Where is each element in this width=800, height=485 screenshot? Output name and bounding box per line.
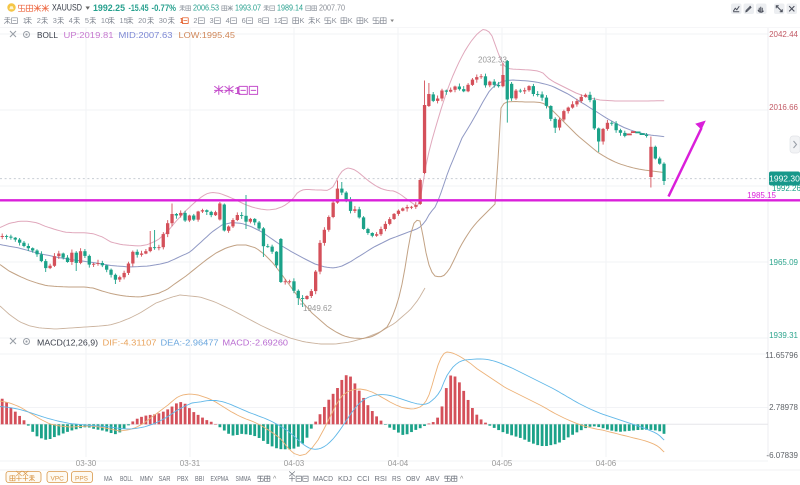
svg-text:^: ^: [273, 476, 277, 483]
svg-text:20: 20: [138, 16, 146, 25]
svg-text:2032.33: 2032.33: [478, 56, 507, 65]
svg-text:PBX: PBX: [177, 474, 189, 483]
svg-text:SMMA: SMMA: [236, 474, 252, 483]
svg-text:VPC: VPC: [51, 476, 65, 483]
svg-text:1: 1: [235, 85, 241, 97]
svg-text:3: 3: [210, 16, 214, 25]
svg-text:2.78978: 2.78978: [769, 403, 798, 412]
svg-text:K: K: [364, 16, 369, 25]
svg-text:1965.09: 1965.09: [769, 258, 798, 267]
svg-text:EXPMA: EXPMA: [211, 474, 229, 483]
svg-text:K: K: [332, 16, 337, 25]
svg-text:03-30: 03-30: [76, 459, 97, 468]
svg-text:-15.45: -15.45: [129, 3, 149, 13]
svg-text:MMV: MMV: [140, 474, 153, 483]
svg-text:12: 12: [274, 16, 282, 25]
svg-text:RSI: RSI: [375, 474, 388, 483]
svg-text:-0.77%: -0.77%: [152, 3, 177, 13]
svg-text:2006.53: 2006.53: [193, 3, 219, 12]
svg-text:MACD: MACD: [313, 474, 334, 483]
svg-text:-6.07839: -6.07839: [766, 451, 798, 460]
svg-text:1992.26: 1992.26: [772, 184, 800, 193]
svg-text:03-31: 03-31: [180, 459, 201, 468]
svg-text:2: 2: [37, 16, 41, 25]
svg-text:1985.15: 1985.15: [747, 191, 776, 200]
svg-text:10: 10: [101, 16, 109, 25]
svg-text:K: K: [300, 16, 305, 25]
svg-text:K: K: [348, 16, 353, 25]
svg-text:MACD:-2.69260: MACD:-2.69260: [223, 339, 289, 348]
svg-text:1993.07: 1993.07: [235, 3, 261, 12]
svg-text:04-04: 04-04: [388, 459, 409, 468]
svg-text:6: 6: [242, 16, 246, 25]
svg-text:ABV: ABV: [426, 474, 440, 483]
svg-text:2007.70: 2007.70: [319, 3, 346, 12]
svg-text:1: 1: [179, 16, 183, 25]
svg-text:MA: MA: [104, 474, 113, 483]
svg-text:1992.25: 1992.25: [93, 3, 125, 13]
svg-text:SAR: SAR: [159, 474, 171, 483]
svg-text:04-03: 04-03: [284, 459, 305, 468]
svg-text:LOW:1995.45: LOW:1995.45: [179, 31, 236, 40]
svg-text:11.65796: 11.65796: [765, 351, 798, 360]
svg-text:XAUUSD: XAUUSD: [52, 3, 82, 14]
svg-text:1: 1: [23, 16, 27, 25]
svg-text:1989.14: 1989.14: [277, 3, 304, 12]
svg-text:1939.31: 1939.31: [769, 331, 798, 340]
svg-text:4: 4: [69, 16, 73, 25]
svg-text:^: ^: [460, 476, 464, 483]
svg-text:MACD(12,26,9): MACD(12,26,9): [37, 338, 98, 348]
svg-text:8: 8: [258, 16, 262, 25]
svg-text:3: 3: [53, 16, 57, 25]
svg-text:04-06: 04-06: [596, 459, 617, 468]
svg-text:BBI: BBI: [195, 474, 204, 483]
svg-text:BOLL: BOLL: [37, 30, 58, 40]
svg-text:PPS: PPS: [75, 476, 89, 483]
svg-text:MID:2007.63: MID:2007.63: [119, 31, 174, 40]
svg-text:RS: RS: [392, 474, 401, 483]
svg-text:UP:2019.81: UP:2019.81: [64, 31, 115, 40]
svg-text:BOLL: BOLL: [120, 474, 133, 483]
svg-text:15: 15: [120, 16, 128, 25]
svg-text:K: K: [316, 16, 321, 25]
svg-text:1992.30: 1992.30: [769, 174, 800, 184]
svg-text:4: 4: [226, 16, 230, 25]
svg-text:OBV: OBV: [406, 474, 420, 483]
svg-text:DEA:-2.96477: DEA:-2.96477: [161, 339, 220, 348]
svg-text:30: 30: [159, 16, 167, 25]
svg-text:5: 5: [85, 16, 89, 25]
svg-text:04-05: 04-05: [492, 459, 513, 468]
svg-text:KDJ: KDJ: [338, 474, 352, 483]
svg-text:2016.66: 2016.66: [769, 103, 798, 112]
svg-text:1949.62: 1949.62: [303, 304, 332, 313]
svg-text:DIF:-4.31107: DIF:-4.31107: [103, 339, 158, 348]
svg-text:2042.44: 2042.44: [769, 30, 798, 39]
svg-text:2: 2: [193, 16, 197, 25]
svg-text:CCI: CCI: [357, 474, 370, 483]
